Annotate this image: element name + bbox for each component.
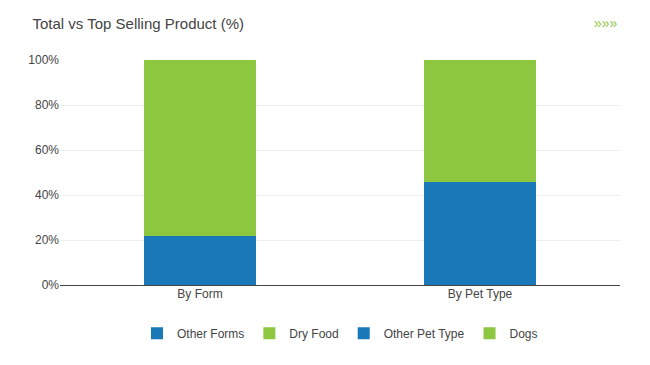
svg-text:Other Forms: Other Forms	[177, 327, 244, 341]
svg-text:20%: 20%	[35, 233, 59, 247]
svg-text:By Form: By Form	[177, 287, 222, 301]
svg-text:40%: 40%	[35, 188, 59, 202]
svg-text:»»»: »»»	[594, 15, 618, 31]
svg-text:Other Pet Type: Other Pet Type	[384, 327, 465, 341]
svg-text:By Pet Type: By Pet Type	[448, 287, 513, 301]
svg-text:0%: 0%	[42, 278, 60, 292]
svg-text:60%: 60%	[35, 143, 59, 157]
svg-text:Total vs Top Selling Product (: Total vs Top Selling Product (%)	[33, 15, 245, 32]
svg-text:100%: 100%	[28, 53, 59, 67]
svg-text:80%: 80%	[35, 98, 59, 112]
svg-text:Dry Food: Dry Food	[289, 327, 338, 341]
svg-text:Dogs: Dogs	[510, 327, 538, 341]
